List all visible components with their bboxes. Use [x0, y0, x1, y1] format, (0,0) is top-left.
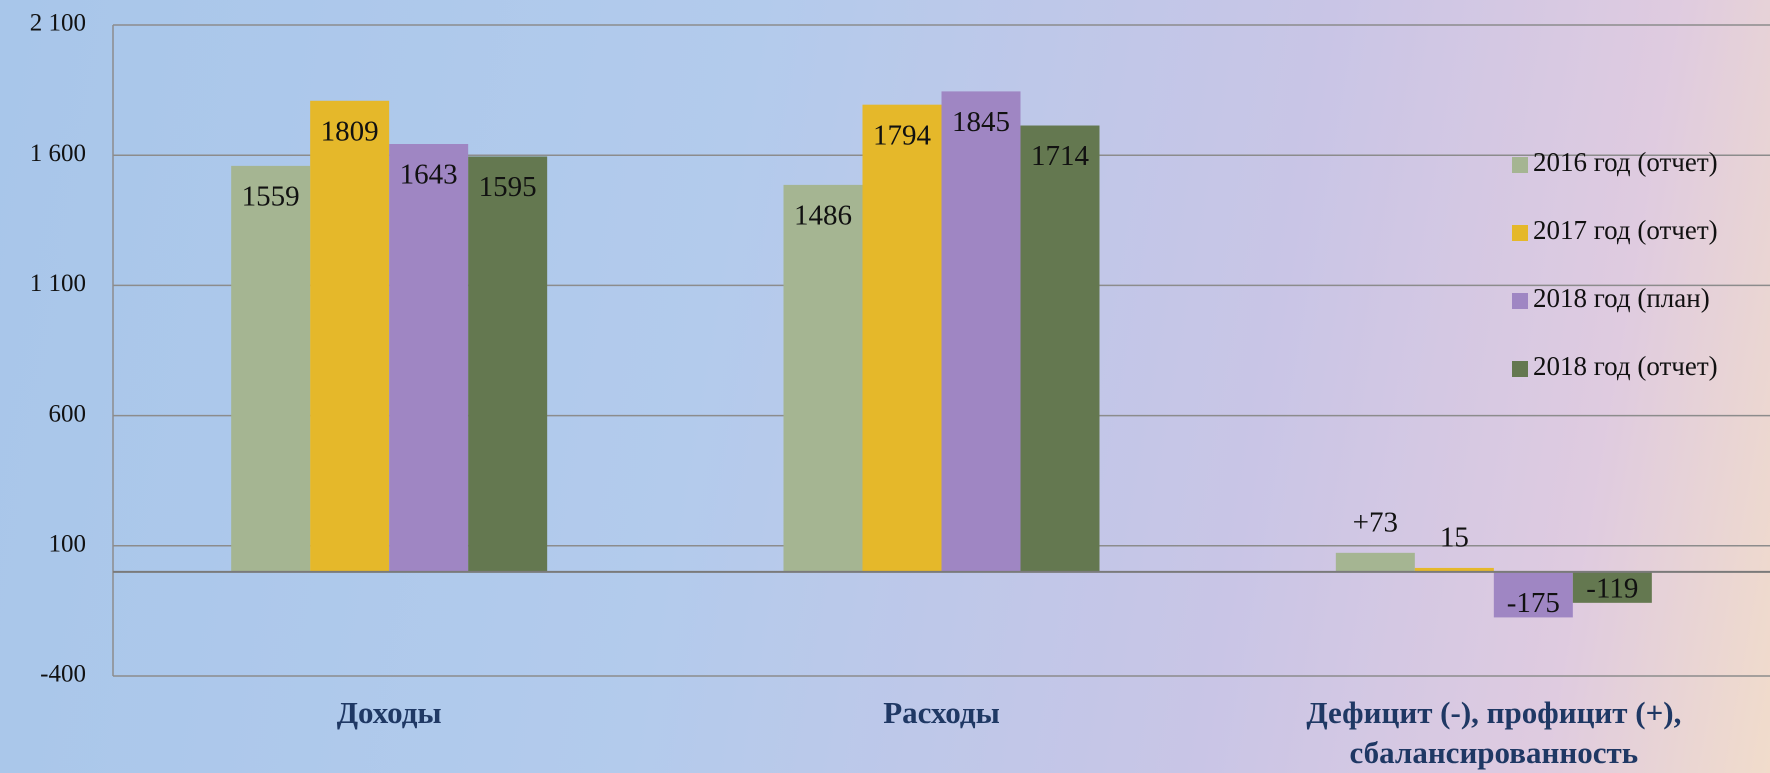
- y-tick-label: 1 100: [30, 270, 86, 297]
- data-label: 1559: [242, 181, 300, 213]
- data-label: 15: [1440, 522, 1469, 554]
- bar: [862, 104, 942, 572]
- data-label: -175: [1507, 587, 1560, 619]
- legend-label: 2018 год (отчет): [1533, 351, 1718, 381]
- x-tick-label: Дефицит (-), профицит (+), сбалансирован…: [1306, 695, 1682, 770]
- data-label: 1714: [1031, 140, 1090, 172]
- legend-label: 2016 год (отчет): [1533, 147, 1718, 177]
- bar: [389, 144, 469, 572]
- y-tick-label: -400: [40, 661, 86, 688]
- legend-label: 2017 год (отчет): [1533, 215, 1718, 245]
- x-tick-label: Доходы: [336, 695, 442, 730]
- data-label: -119: [1586, 572, 1638, 604]
- legend-swatch: [1512, 157, 1528, 173]
- x-tick-label: Расходы: [883, 695, 1000, 730]
- data-label: 1809: [321, 115, 379, 147]
- y-tick-label: 600: [49, 400, 87, 427]
- data-label: +73: [1353, 506, 1398, 538]
- bar: [310, 100, 390, 572]
- bar: [941, 91, 1021, 572]
- data-label: 1486: [794, 200, 852, 232]
- bar: [1572, 571, 1652, 603]
- bar: [231, 165, 311, 572]
- data-label: 1794: [873, 119, 932, 151]
- legend-label: 2018 год (план): [1533, 283, 1710, 313]
- bar: [1493, 571, 1573, 618]
- bar: [1414, 567, 1494, 572]
- y-tick-label: 100: [49, 531, 87, 558]
- y-tick-label: 2 100: [30, 10, 86, 37]
- bar: [468, 156, 548, 572]
- legend-swatch: [1512, 225, 1528, 241]
- data-label: 1845: [952, 106, 1010, 138]
- legend-swatch: [1512, 293, 1528, 309]
- y-tick-label: 1 600: [30, 140, 86, 167]
- data-label: 1643: [400, 159, 458, 191]
- bar: [1335, 552, 1415, 572]
- data-label: 1595: [479, 171, 537, 203]
- legend-swatch: [1512, 361, 1528, 377]
- bar: [1020, 125, 1100, 572]
- bar: [783, 184, 863, 572]
